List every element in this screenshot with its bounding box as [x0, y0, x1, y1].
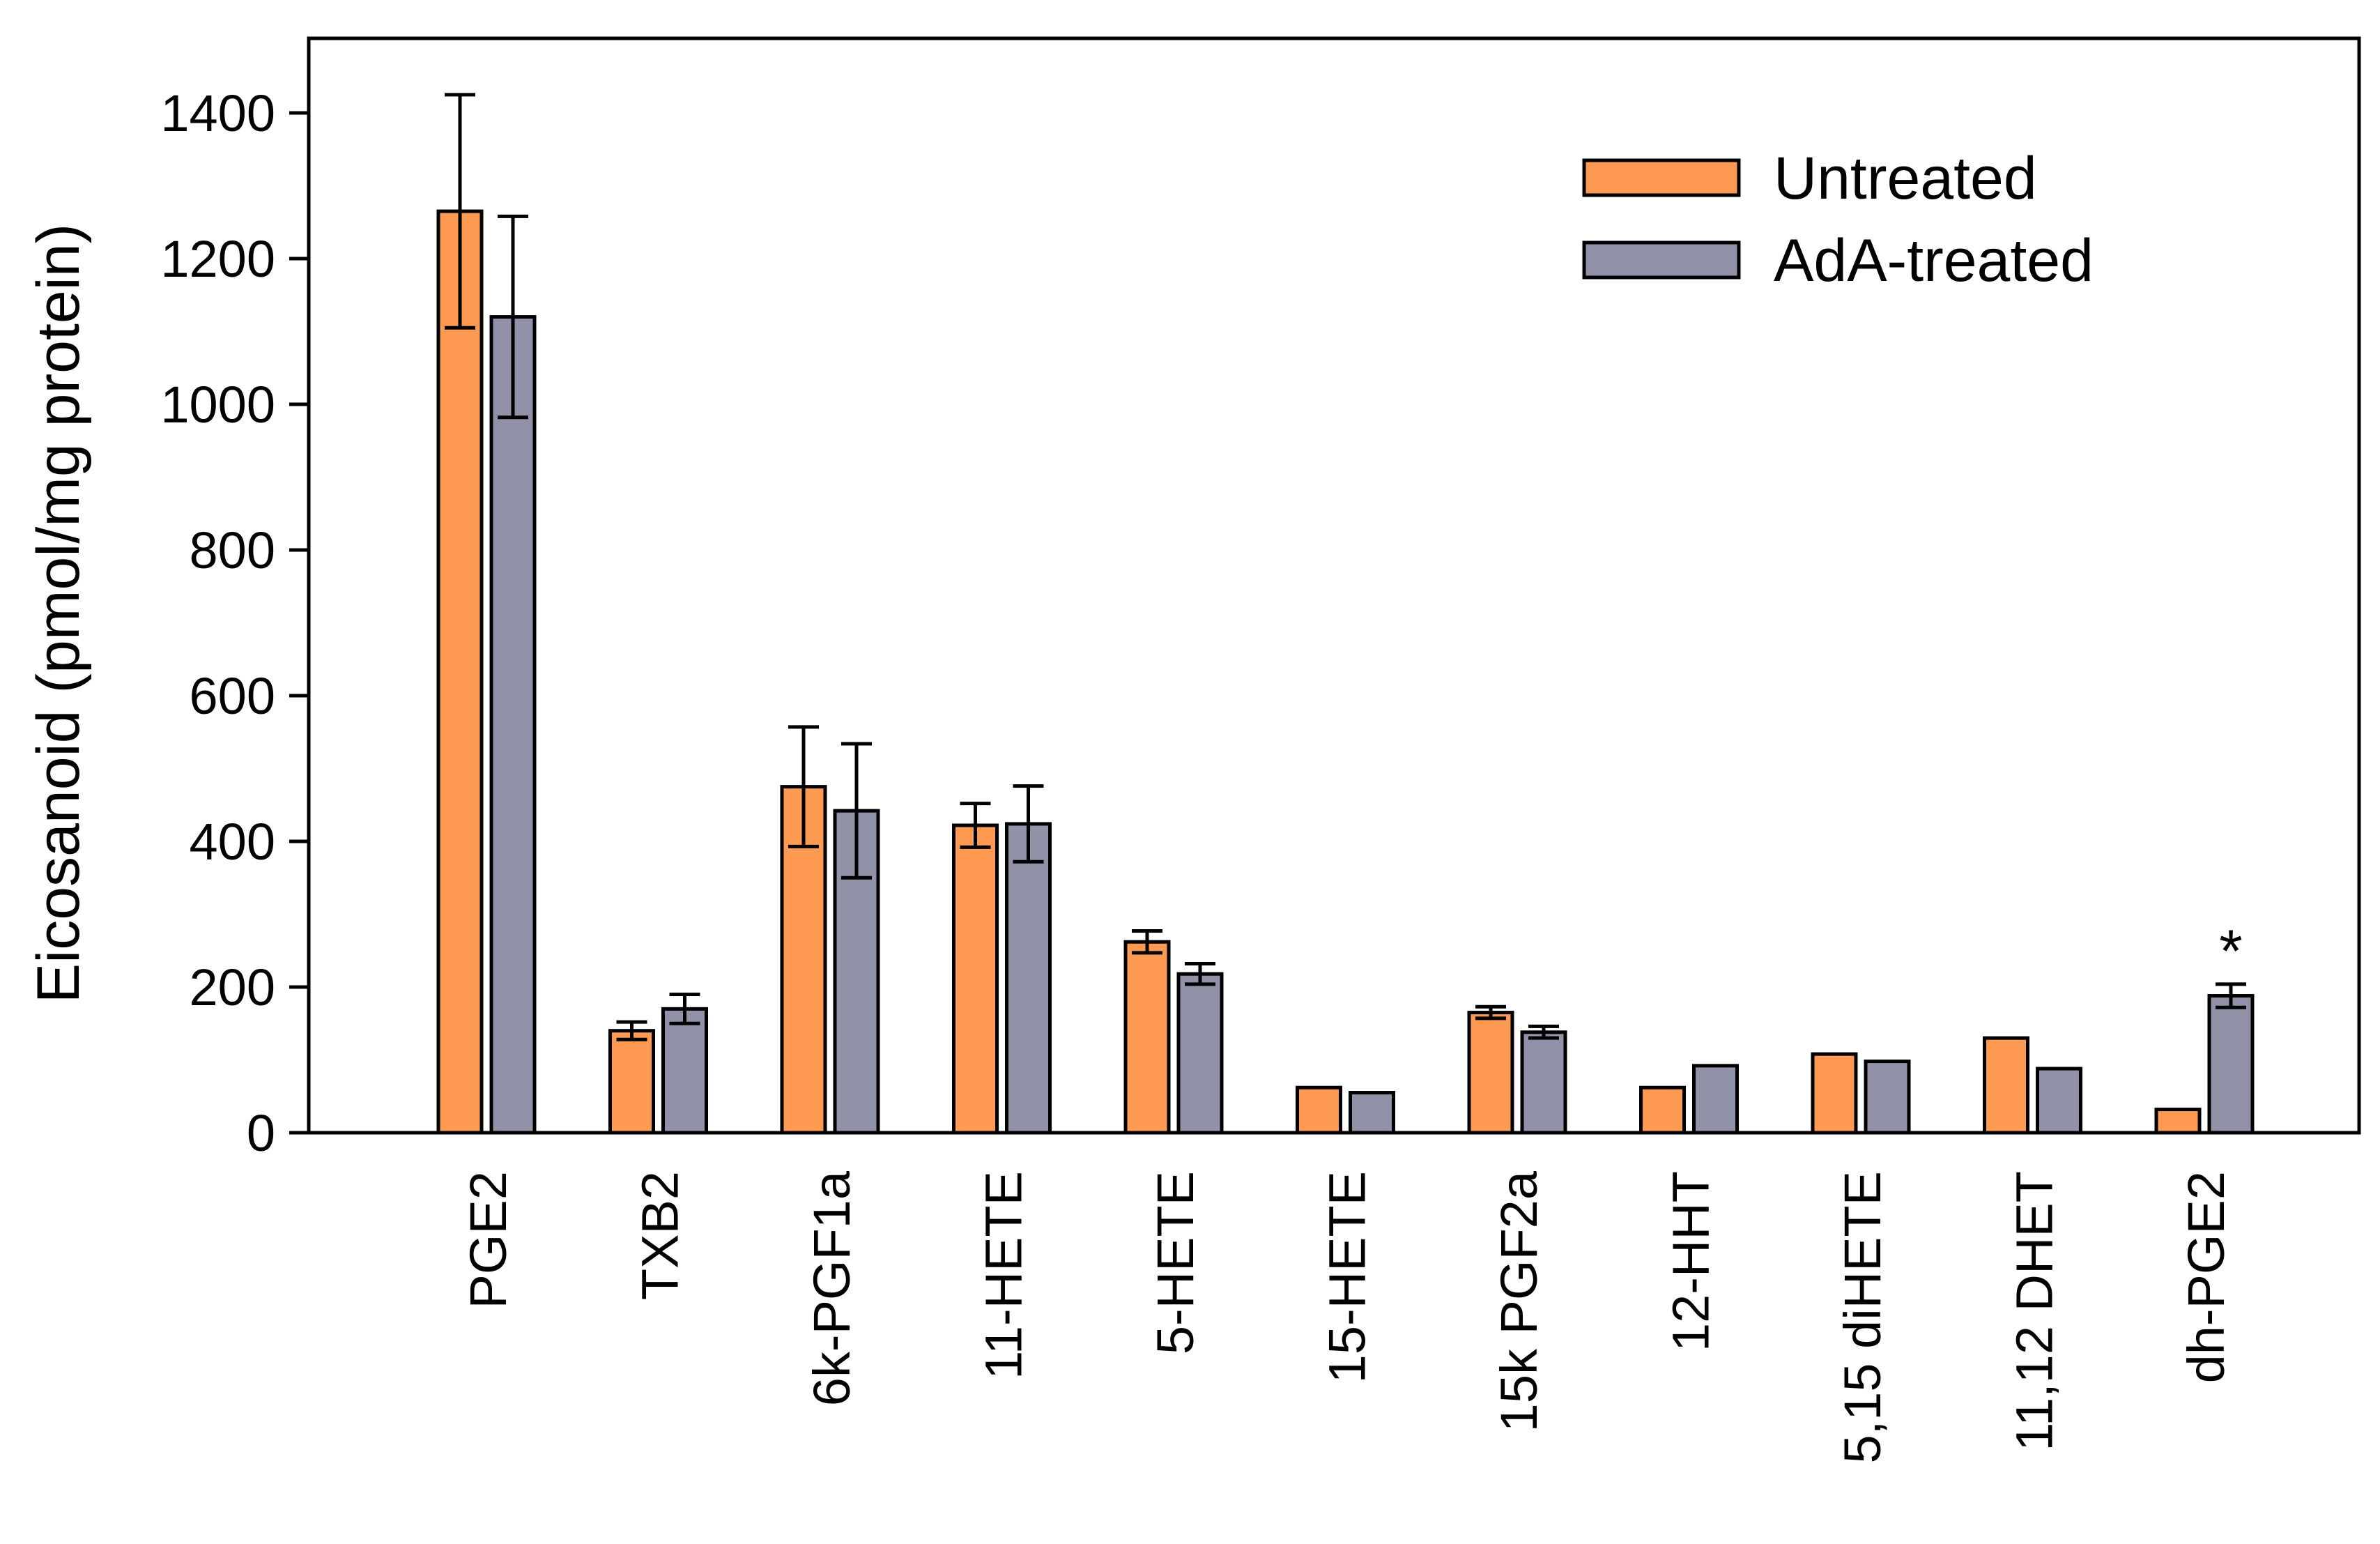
bar-untreated-11 [2154, 1108, 2202, 1135]
y-tick-label: 1400 [160, 84, 275, 142]
x-category-label: PGE2 [459, 1171, 517, 1308]
x-category-label: 11-HETE [975, 1171, 1033, 1379]
bar-untreated-10 [1983, 1036, 2029, 1135]
x-category-label: 5-HETE [1146, 1171, 1204, 1354]
x-category-label: 12-HHT [1662, 1171, 1720, 1352]
bar-untreated-2 [608, 1029, 655, 1135]
x-category-label: 5,15 diHETE [1834, 1171, 1891, 1464]
x-category-label: 6k-PGF1a [803, 1170, 861, 1406]
legend-swatch-ada-treated [1582, 240, 1741, 280]
bar-ada-treated-5 [1176, 972, 1224, 1135]
bar-untreated-6 [1296, 1085, 1342, 1135]
bar-untreated-1 [436, 209, 484, 1135]
plot-frame [307, 36, 2361, 1135]
bar-untreated-9 [1811, 1052, 1858, 1135]
x-category-label: dh-PGE2 [2177, 1171, 2235, 1383]
legend-label-ada-treated: AdA-treated [1774, 227, 2094, 294]
bar-untreated-5 [1123, 940, 1171, 1135]
bar-ada-treated-1 [489, 315, 537, 1135]
legend-swatch-untreated [1582, 158, 1741, 197]
x-category-label: 11,12 DHET [2006, 1171, 2064, 1451]
bar-untreated-7 [1467, 1011, 1514, 1135]
x-category-label: 15-HETE [1319, 1171, 1376, 1383]
y-axis-label: Eicosanoid (pmol/mg protein) [25, 224, 92, 1004]
y-tick-label: 600 [190, 667, 275, 725]
legend-label-untreated: Untreated [1774, 145, 2037, 212]
bar-ada-treated-11 [2207, 994, 2255, 1135]
bar-untreated-8 [1639, 1085, 1686, 1135]
bar-ada-treated-2 [661, 1007, 708, 1135]
bar-untreated-4 [952, 823, 999, 1135]
y-tick-label: 800 [190, 521, 275, 579]
y-tick-label: 0 [247, 1104, 275, 1162]
y-tick-label: 400 [190, 813, 275, 871]
x-category-label: 15k PGF2a [1490, 1170, 1548, 1432]
y-tick-label: 1000 [160, 376, 275, 434]
bar-ada-treated-9 [1864, 1060, 1911, 1135]
y-tick-label: 1200 [160, 230, 275, 288]
bar-ada-treated-7 [1520, 1030, 1567, 1135]
x-category-label: TXB2 [631, 1171, 689, 1300]
bar-ada-treated-6 [1349, 1091, 1395, 1135]
bar-ada-treated-4 [1005, 822, 1052, 1135]
bar-ada-treated-10 [2036, 1067, 2082, 1135]
significance-marker: * [2219, 918, 2242, 985]
y-tick-label: 200 [190, 958, 275, 1016]
bar-ada-treated-8 [1692, 1064, 1739, 1135]
